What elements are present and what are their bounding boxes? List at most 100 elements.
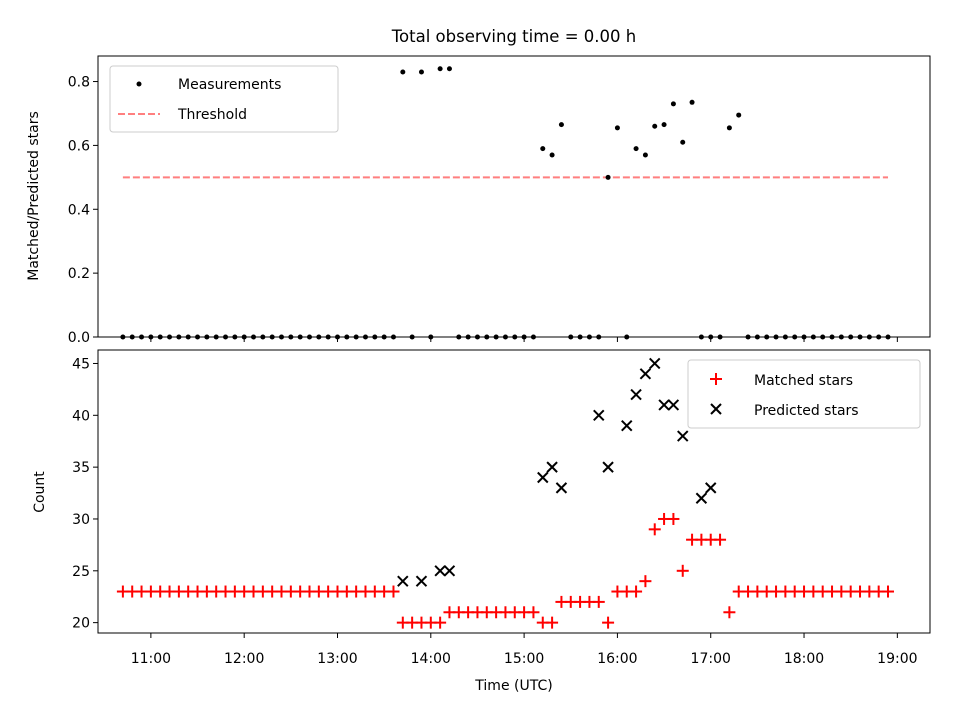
predicted-star-point <box>649 357 661 370</box>
predicted-star-point <box>667 399 680 411</box>
matched-star-point <box>648 523 661 536</box>
predicted-star-point <box>695 492 708 504</box>
x-tick-label: 13:00 <box>317 651 357 667</box>
bottom-legend-box <box>687 359 921 429</box>
measurement-point <box>792 334 798 340</box>
matched-star-point <box>882 585 895 598</box>
bottom-x-axis: 11:00 12:00 13:00 14:00 15:00 16:00 17:00 18:00… <box>131 633 918 667</box>
matched-star-point <box>639 575 652 588</box>
matched-star-point <box>592 595 605 608</box>
measurement-point <box>512 334 518 340</box>
measurement-point <box>801 334 807 340</box>
x-tick-label: 17:00 <box>691 651 731 667</box>
measurement-point <box>624 334 630 340</box>
measurement-point <box>773 334 779 340</box>
predicted-star-point <box>443 565 456 577</box>
measurement-point <box>857 334 863 340</box>
measurement-point <box>568 334 574 340</box>
predicted-star-point <box>621 419 633 432</box>
measurement-point <box>316 334 322 340</box>
measurement-point <box>810 334 816 340</box>
measurement-point <box>279 334 285 340</box>
bottom-panel: Count Time (UTC) 20 25 30 35 40 45 11:00 12:00… <box>32 349 931 694</box>
measurement-point <box>502 334 508 340</box>
measurement-point <box>223 334 229 340</box>
bottom-y-tick-label: 30 <box>72 512 90 528</box>
measurement-point <box>120 334 126 340</box>
top-panel: Matched/Predicted stars 0.00.20.40.60.8 … <box>26 55 931 346</box>
top-y-tick-label: 0.2 <box>68 266 90 282</box>
predicted-star-point <box>537 471 549 484</box>
measurement-point <box>390 334 396 340</box>
measurement-point <box>829 334 835 340</box>
matched-star-point <box>714 533 727 546</box>
bottom-y-tick-label: 20 <box>72 616 90 632</box>
measurement-point <box>820 334 826 340</box>
measurement-point <box>717 334 723 340</box>
measurement-point <box>540 146 546 152</box>
measurement-point <box>157 334 163 340</box>
top-plot-marks <box>120 66 891 340</box>
measurement-point <box>558 122 564 128</box>
measurement-point <box>652 123 658 129</box>
predicted-star-point <box>415 575 428 587</box>
bottom-y-axis: 20 25 30 35 40 45 <box>72 356 98 632</box>
predicted-star-point <box>555 482 568 494</box>
measurement-point <box>428 334 434 340</box>
bottom-legend: Matched stars Predicted stars <box>687 359 921 429</box>
measurement-point <box>129 334 135 340</box>
measurement-point <box>260 334 266 340</box>
legend-matched-label: Matched stars <box>754 373 853 389</box>
measurement-point <box>465 334 471 340</box>
measurement-point <box>521 334 527 340</box>
bottom-y-tick-label: 40 <box>72 408 90 424</box>
measurement-point <box>353 334 359 340</box>
measurement-point <box>139 334 145 340</box>
legend-matched-marker <box>710 373 722 385</box>
measurement-point <box>661 122 667 128</box>
matched-star-point <box>546 616 559 629</box>
predicted-star-point <box>434 565 446 577</box>
measurement-point <box>232 334 238 340</box>
top-legend-box <box>109 65 339 133</box>
bottom-y-tick-label: 25 <box>72 564 90 580</box>
bottom-y-axis-label: Count <box>32 471 48 513</box>
measurement-point <box>195 334 201 340</box>
measurement-point <box>680 139 686 145</box>
x-tick-label: 19:00 <box>877 651 917 667</box>
x-tick-label: 16:00 <box>597 651 637 667</box>
predicted-star-point <box>639 368 652 380</box>
measurement-point <box>698 334 704 340</box>
legend-measurements-marker <box>136 81 142 87</box>
measurement-point <box>381 334 387 340</box>
legend-predicted-marker <box>710 403 722 415</box>
matched-star-point <box>434 616 447 629</box>
measurement-point <box>577 334 583 340</box>
measurement-point <box>670 101 676 107</box>
measurement-point <box>838 334 844 340</box>
measurement-point <box>418 69 424 75</box>
measurement-point <box>334 334 340 340</box>
matched-star-point <box>630 585 643 598</box>
top-y-tick-label: 0.4 <box>68 202 90 218</box>
measurement-point <box>549 152 555 158</box>
measurement-point <box>530 334 536 340</box>
measurement-point <box>885 334 891 340</box>
measurement-point <box>596 334 602 340</box>
measurement-point <box>866 334 872 340</box>
matched-star-point <box>676 564 689 577</box>
bottom-y-tick-label: 45 <box>72 356 90 372</box>
measurement-point <box>736 112 742 118</box>
measurement-point <box>782 334 788 340</box>
top-legend: Measurements Threshold <box>109 65 339 133</box>
predicted-star-point <box>602 461 614 473</box>
measurement-point <box>288 334 294 340</box>
x-tick-label: 12:00 <box>224 651 264 667</box>
measurement-point <box>726 125 732 131</box>
measurement-point <box>148 334 154 340</box>
measurement-point <box>848 334 854 340</box>
measurement-point <box>484 334 490 340</box>
predicted-star-point <box>593 409 605 422</box>
measurement-point <box>446 66 452 72</box>
